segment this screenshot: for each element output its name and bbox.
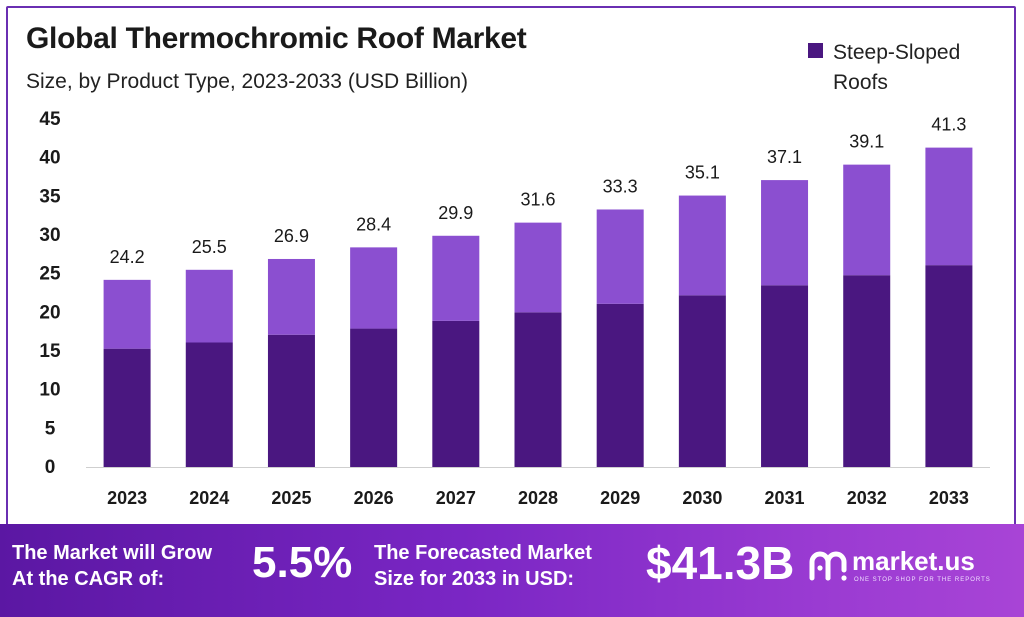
brand-name: market.us [852, 546, 975, 576]
bar-total-label: 28.4 [356, 214, 391, 234]
bar-total-label: 31.6 [520, 190, 555, 210]
market-us-logo-icon [809, 551, 847, 581]
bar-segment-other [267, 258, 315, 335]
cagr-label-line2: At the CAGR of: [12, 568, 165, 590]
legend-swatch [808, 43, 823, 58]
bar-segment-steep-sloped [103, 348, 151, 467]
bar-total-label: 25.5 [192, 237, 227, 257]
bar-total-label: 39.1 [849, 132, 884, 152]
bar-segment-steep-sloped [678, 295, 726, 467]
bar-segment-other [185, 269, 233, 343]
legend-label: Steep-Sloped Roofs [833, 41, 961, 94]
bar-segment-other [678, 195, 726, 296]
y-tick-label: 15 [39, 341, 61, 362]
legend: Steep-Sloped Roofs [808, 38, 998, 98]
bar-segment-steep-sloped [267, 334, 315, 467]
bar-total-label: 29.9 [438, 203, 473, 223]
chart-subtitle: Size, by Product Type, 2023-2033 (USD Bi… [26, 70, 469, 93]
x-tick-label: 2030 [682, 488, 722, 508]
bar-total-label: 33.3 [603, 176, 638, 196]
bar-segment-steep-sloped [596, 303, 644, 467]
bar-total-label: 24.2 [110, 247, 145, 267]
bar-segment-steep-sloped [925, 265, 973, 467]
bar-segment-other [103, 279, 151, 349]
bar-segment-steep-sloped [185, 342, 233, 467]
x-tick-label: 2031 [765, 488, 805, 508]
brand-tagline: ONE STOP SHOP FOR THE REPORTS [854, 577, 991, 583]
y-tick-label: 30 [39, 225, 60, 246]
x-tick-label: 2026 [354, 488, 394, 508]
bar-segment-steep-sloped [432, 320, 480, 467]
x-tick-label: 2027 [436, 488, 476, 508]
x-tick-label: 2028 [518, 488, 558, 508]
bar-segment-other [761, 180, 809, 286]
forecast-label-line2: Size for 2033 in USD: [374, 568, 575, 590]
x-tick-label: 2032 [847, 488, 887, 508]
bar-total-label: 35.1 [685, 163, 720, 183]
bar-segment-other [843, 164, 891, 276]
x-tick-label: 2029 [600, 488, 640, 508]
y-tick-label: 25 [39, 264, 61, 285]
bar-segment-steep-sloped [843, 275, 891, 467]
chart-title: Global Thermochromic Roof Market [26, 22, 527, 55]
bar-segment-steep-sloped [761, 285, 809, 467]
y-tick-label: 10 [39, 380, 60, 401]
y-tick-label: 20 [39, 302, 60, 323]
bar-segment-steep-sloped [350, 328, 398, 467]
bar-total-label: 41.3 [931, 115, 966, 135]
bar-segment-other [925, 147, 973, 266]
x-tick-label: 2033 [929, 488, 969, 508]
bar-segment-other [514, 222, 562, 313]
bar-segment-other [596, 209, 644, 304]
cagr-value: 5.5% [252, 538, 353, 587]
bar-segment-other [350, 247, 398, 329]
forecast-value: $41.3B [646, 537, 795, 589]
x-tick-label: 2025 [271, 488, 311, 508]
bar-total-label: 26.9 [274, 226, 309, 246]
footer-banner [0, 524, 1024, 617]
y-tick-label: 45 [39, 109, 61, 130]
bar-segment-steep-sloped [514, 312, 562, 467]
x-tick-label: 2023 [107, 488, 147, 508]
bar-total-label: 37.1 [767, 147, 802, 167]
y-tick-label: 5 [45, 418, 56, 439]
cagr-label-line1: The Market will Grow [12, 542, 213, 564]
y-tick-label: 40 [39, 148, 60, 169]
y-tick-label: 0 [45, 457, 56, 478]
bar-segment-other [432, 235, 480, 321]
x-tick-label: 2024 [189, 488, 229, 508]
forecast-label-line1: The Forecasted Market [374, 542, 592, 564]
y-tick-label: 35 [39, 186, 61, 207]
